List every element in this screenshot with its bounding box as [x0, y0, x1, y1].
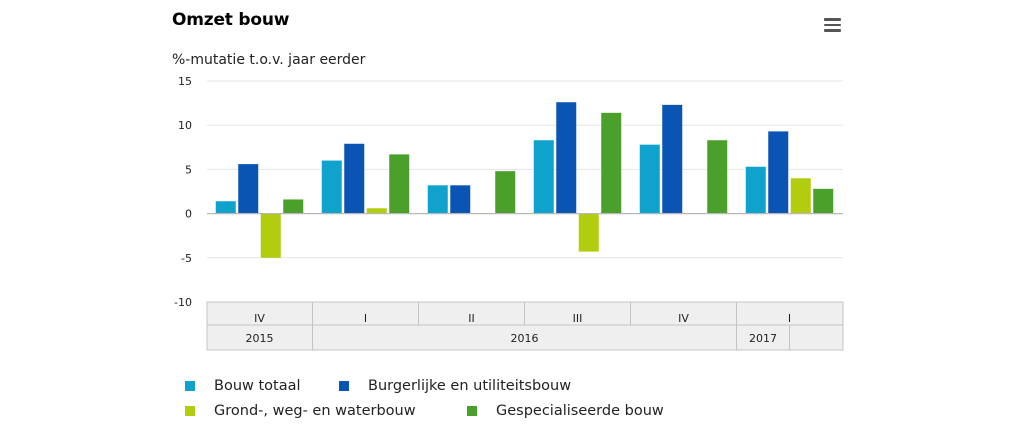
bar-bouw_totaal	[427, 185, 448, 214]
legend-swatch	[467, 406, 477, 416]
bar-burgerlijke	[662, 104, 683, 214]
chart-title: Omzet bouw	[172, 10, 290, 30]
y-tick-label: -5	[181, 252, 192, 265]
bar-burgerlijke	[556, 102, 577, 214]
y-tick-label: -10	[174, 296, 192, 309]
bar-burgerlijke	[344, 143, 365, 214]
x-tick-label: IV	[678, 312, 689, 325]
x-tick-label: IV	[254, 312, 265, 325]
legend-item-bouw-totaal[interactable]: Bouw totaal	[185, 378, 301, 394]
bar-grond	[260, 213, 281, 258]
bar-burgerlijke	[450, 185, 471, 214]
hamburger-menu-icon[interactable]	[824, 18, 841, 33]
legend-item-grond[interactable]: Grond-, weg- en waterbouw	[185, 403, 416, 419]
legend-swatch	[185, 381, 195, 391]
bar-bouw_totaal	[745, 166, 766, 214]
year-label: 2016	[511, 332, 539, 345]
bar-grond	[790, 178, 811, 214]
y-tick-label: 10	[178, 119, 192, 132]
x-tick-label: I	[788, 312, 791, 325]
legend-item-gespecialiseerd[interactable]: Gespecialiseerde bouw	[467, 403, 664, 419]
bar-grond	[366, 208, 387, 214]
y-tick-label: 5	[185, 163, 192, 176]
legend-label: Bouw totaal	[214, 378, 301, 394]
bar-gespecialiseerd	[707, 140, 728, 214]
x-tick-label: I	[364, 312, 367, 325]
menu-line	[824, 23, 841, 27]
menu-line	[824, 29, 841, 32]
bar-bouw_totaal	[215, 201, 236, 214]
bar-gespecialiseerd	[813, 188, 834, 214]
legend-swatch	[339, 381, 349, 391]
y-tick-label: 0	[185, 208, 192, 221]
chart-subtitle: %-mutatie t.o.v. jaar eerder	[172, 52, 366, 68]
bar-burgerlijke	[768, 131, 789, 214]
bar-gespecialiseerd	[389, 154, 410, 214]
x-tick-label: III	[573, 312, 583, 325]
x-tick-label: II	[468, 312, 475, 325]
legend-swatch	[185, 406, 195, 416]
bar-gespecialiseerd	[601, 112, 622, 214]
bar-grond	[578, 213, 599, 252]
legend-label: Gespecialiseerde bouw	[496, 403, 664, 419]
legend-item-burgerlijke[interactable]: Burgerlijke en utiliteitsbouw	[339, 378, 571, 394]
year-label: 2015	[246, 332, 274, 345]
bar-bouw_totaal	[533, 140, 554, 214]
year-label: 2017	[749, 332, 777, 345]
legend-label: Grond-, weg- en waterbouw	[214, 403, 416, 419]
y-tick-label: 15	[178, 75, 192, 88]
bar-gespecialiseerd	[495, 171, 516, 214]
bar-bouw_totaal	[639, 144, 660, 214]
legend-label: Burgerlijke en utiliteitsbouw	[368, 378, 572, 394]
bar-gespecialiseerd	[283, 199, 304, 214]
menu-line	[824, 18, 841, 21]
bar-bouw_totaal	[321, 160, 342, 214]
bar-burgerlijke	[238, 164, 259, 214]
